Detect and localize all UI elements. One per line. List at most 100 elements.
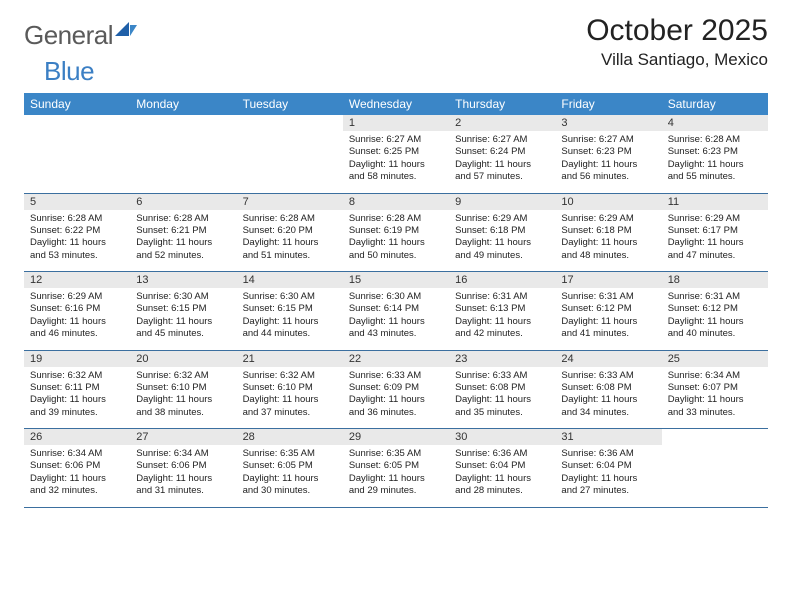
sunrise-text: Sunrise: 6:31 AM [561,291,655,303]
day-detail: Sunrise: 6:27 AMSunset: 6:25 PMDaylight:… [343,131,449,193]
day-detail: Sunrise: 6:29 AMSunset: 6:18 PMDaylight:… [449,210,555,272]
day-detail: Sunrise: 6:31 AMSunset: 6:12 PMDaylight:… [555,288,661,350]
sunrise-text: Sunrise: 6:35 AM [243,448,337,460]
day-number: 21 [237,350,343,367]
day-number: 3 [555,115,661,131]
day-number: 12 [24,272,130,289]
day-number: 10 [555,193,661,210]
sunset-text: Sunset: 6:09 PM [349,382,443,394]
daylight-text: Daylight: 11 hours and 33 minutes. [668,394,762,419]
day-number: 19 [24,350,130,367]
logo: General [24,20,137,51]
day-number: 14 [237,272,343,289]
daylight-text: Daylight: 11 hours and 36 minutes. [349,394,443,419]
detail-row: Sunrise: 6:32 AMSunset: 6:11 PMDaylight:… [24,367,768,429]
sunrise-text: Sunrise: 6:28 AM [136,213,230,225]
calendar-table: Sunday Monday Tuesday Wednesday Thursday… [24,93,768,508]
day-detail [24,131,130,193]
day-detail: Sunrise: 6:27 AMSunset: 6:23 PMDaylight:… [555,131,661,193]
sunset-text: Sunset: 6:05 PM [349,460,443,472]
daylight-text: Daylight: 11 hours and 44 minutes. [243,316,337,341]
day-detail: Sunrise: 6:33 AMSunset: 6:09 PMDaylight:… [343,367,449,429]
logo-word2: Blue [44,56,94,87]
daylight-text: Daylight: 11 hours and 40 minutes. [668,316,762,341]
daylight-text: Daylight: 11 hours and 27 minutes. [561,473,655,498]
sunset-text: Sunset: 6:15 PM [243,303,337,315]
day-number: 27 [130,429,236,446]
daylight-text: Daylight: 11 hours and 32 minutes. [30,473,124,498]
sunrise-text: Sunrise: 6:27 AM [455,134,549,146]
day-detail: Sunrise: 6:36 AMSunset: 6:04 PMDaylight:… [555,445,661,507]
detail-row: Sunrise: 6:34 AMSunset: 6:06 PMDaylight:… [24,445,768,507]
sunrise-text: Sunrise: 6:30 AM [349,291,443,303]
sunset-text: Sunset: 6:04 PM [561,460,655,472]
daylight-text: Daylight: 11 hours and 56 minutes. [561,159,655,184]
daylight-text: Daylight: 11 hours and 38 minutes. [136,394,230,419]
day-number: 8 [343,193,449,210]
title-block: October 2025 Villa Santiago, Mexico [586,14,768,70]
sunrise-text: Sunrise: 6:34 AM [136,448,230,460]
sunset-text: Sunset: 6:12 PM [668,303,762,315]
day-number: 6 [130,193,236,210]
sunset-text: Sunset: 6:20 PM [243,225,337,237]
day-detail: Sunrise: 6:34 AMSunset: 6:06 PMDaylight:… [130,445,236,507]
detail-row: Sunrise: 6:29 AMSunset: 6:16 PMDaylight:… [24,288,768,350]
sunset-text: Sunset: 6:07 PM [668,382,762,394]
sunset-text: Sunset: 6:06 PM [30,460,124,472]
day-detail [130,131,236,193]
sunset-text: Sunset: 6:05 PM [243,460,337,472]
day-detail: Sunrise: 6:32 AMSunset: 6:10 PMDaylight:… [130,367,236,429]
sunset-text: Sunset: 6:08 PM [561,382,655,394]
calendar-body: 12 34 Sunrise: 6:27 AMSunset: 6:25 PMDayli… [24,115,768,507]
daylight-text: Daylight: 11 hours and 34 minutes. [561,394,655,419]
detail-row: Sunrise: 6:27 AMSunset: 6:25 PMDaylight:… [24,131,768,193]
daylight-text: Daylight: 11 hours and 28 minutes. [455,473,549,498]
calendar-head: Sunday Monday Tuesday Wednesday Thursday… [24,93,768,115]
day-number: 24 [555,350,661,367]
day-number: 2 [449,115,555,131]
sunrise-text: Sunrise: 6:36 AM [561,448,655,460]
day-detail: Sunrise: 6:29 AMSunset: 6:17 PMDaylight:… [662,210,768,272]
day-detail: Sunrise: 6:34 AMSunset: 6:07 PMDaylight:… [662,367,768,429]
day-number: 20 [130,350,236,367]
sunset-text: Sunset: 6:10 PM [243,382,337,394]
weekday-sun: Sunday [24,93,130,115]
sunrise-text: Sunrise: 6:32 AM [30,370,124,382]
daylight-text: Daylight: 11 hours and 30 minutes. [243,473,337,498]
sunset-text: Sunset: 6:14 PM [349,303,443,315]
sunrise-text: Sunrise: 6:29 AM [561,213,655,225]
daylight-text: Daylight: 11 hours and 50 minutes. [349,237,443,262]
day-number: 26 [24,429,130,446]
sunset-text: Sunset: 6:18 PM [561,225,655,237]
day-number [24,115,130,131]
sunrise-text: Sunrise: 6:35 AM [349,448,443,460]
sunrise-text: Sunrise: 6:33 AM [561,370,655,382]
daylight-text: Daylight: 11 hours and 41 minutes. [561,316,655,341]
sunset-text: Sunset: 6:23 PM [668,146,762,158]
sunset-text: Sunset: 6:18 PM [455,225,549,237]
sunset-text: Sunset: 6:17 PM [668,225,762,237]
daylight-text: Daylight: 11 hours and 45 minutes. [136,316,230,341]
sunrise-text: Sunrise: 6:29 AM [668,213,762,225]
day-detail: Sunrise: 6:28 AMSunset: 6:23 PMDaylight:… [662,131,768,193]
sunrise-text: Sunrise: 6:29 AM [30,291,124,303]
daylight-text: Daylight: 11 hours and 31 minutes. [136,473,230,498]
day-number: 22 [343,350,449,367]
day-detail: Sunrise: 6:28 AMSunset: 6:22 PMDaylight:… [24,210,130,272]
day-detail: Sunrise: 6:30 AMSunset: 6:15 PMDaylight:… [130,288,236,350]
sunset-text: Sunset: 6:13 PM [455,303,549,315]
daylight-text: Daylight: 11 hours and 58 minutes. [349,159,443,184]
daylight-text: Daylight: 11 hours and 39 minutes. [30,394,124,419]
day-number [130,115,236,131]
sunrise-text: Sunrise: 6:27 AM [349,134,443,146]
day-number: 31 [555,429,661,446]
daylight-text: Daylight: 11 hours and 43 minutes. [349,316,443,341]
day-number: 4 [662,115,768,131]
sunrise-text: Sunrise: 6:33 AM [349,370,443,382]
sunrise-text: Sunrise: 6:28 AM [243,213,337,225]
sunrise-text: Sunrise: 6:34 AM [30,448,124,460]
day-number: 9 [449,193,555,210]
day-number [237,115,343,131]
day-number: 25 [662,350,768,367]
daylight-text: Daylight: 11 hours and 53 minutes. [30,237,124,262]
